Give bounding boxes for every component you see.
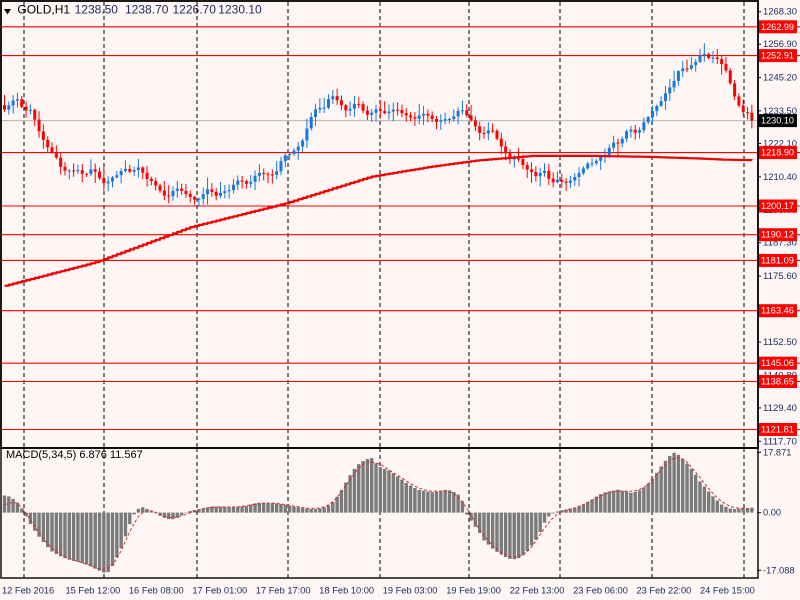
svg-text:22 Feb 13:00: 22 Feb 13:00 [510,586,565,596]
svg-text:1238.50: 1238.50 [75,3,119,17]
svg-text:1117.70: 1117.70 [763,436,797,446]
svg-text:15 Feb 12:00: 15 Feb 12:00 [66,586,121,596]
svg-text:1238.70: 1238.70 [125,3,169,17]
svg-text:1145.06: 1145.06 [761,358,794,368]
svg-text:17.871: 17.871 [763,447,791,457]
svg-text:1218.90: 1218.90 [761,148,794,158]
svg-text:18 Feb 10:00: 18 Feb 10:00 [319,586,374,596]
svg-text:1226.70: 1226.70 [173,3,217,17]
svg-text:1129.40: 1129.40 [763,403,797,413]
svg-text:-17.088: -17.088 [763,565,795,575]
svg-text:1152.50: 1152.50 [763,337,797,347]
svg-text:1138.65: 1138.65 [761,377,794,387]
svg-text:16 Feb 08:00: 16 Feb 08:00 [129,586,184,596]
svg-text:12 Feb 2016: 12 Feb 2016 [2,586,54,596]
svg-text:1121.81: 1121.81 [761,425,794,435]
svg-text:1262.99: 1262.99 [761,22,794,32]
svg-text:1181.09: 1181.09 [761,255,794,265]
svg-text:1245.20: 1245.20 [763,73,797,83]
svg-text:1210.40: 1210.40 [763,172,797,182]
svg-text:GOLD,H1: GOLD,H1 [17,3,70,17]
svg-text:1230.10: 1230.10 [761,116,794,126]
svg-text:MACD(5,34,5) 6.876 11.567: MACD(5,34,5) 6.876 11.567 [6,449,143,461]
svg-text:23 Feb 22:00: 23 Feb 22:00 [637,586,692,596]
svg-text:1256.90: 1256.90 [763,39,797,49]
svg-text:1268.30: 1268.30 [763,7,797,17]
svg-text:1252.91: 1252.91 [761,51,794,61]
svg-text:1200.17: 1200.17 [761,201,794,211]
svg-text:19 Feb 03:00: 19 Feb 03:00 [383,586,438,596]
svg-text:23 Feb 06:00: 23 Feb 06:00 [573,586,628,596]
svg-text:19 Feb 19:00: 19 Feb 19:00 [446,586,501,596]
svg-text:17 Feb 01:00: 17 Feb 01:00 [192,586,247,596]
svg-text:1163.46: 1163.46 [761,306,794,316]
svg-text:1190.12: 1190.12 [761,230,794,240]
svg-text:1230.10: 1230.10 [218,3,262,17]
svg-text:1175.60: 1175.60 [763,271,797,281]
svg-text:0.00: 0.00 [763,508,781,518]
svg-text:24 Feb 15:00: 24 Feb 15:00 [700,586,755,596]
svg-text:17 Feb 17:00: 17 Feb 17:00 [256,586,311,596]
